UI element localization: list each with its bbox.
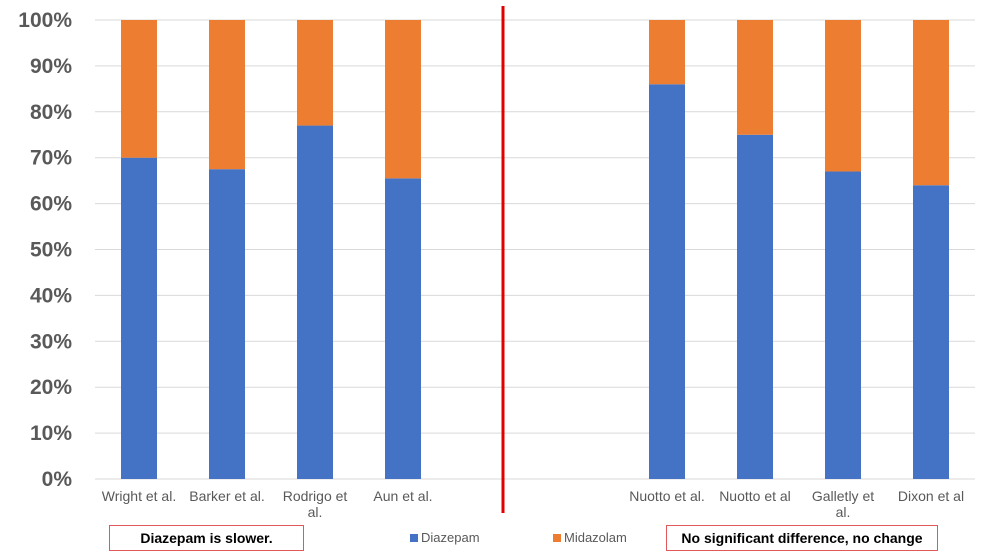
y-tick-label: 90% <box>30 55 72 78</box>
bar-diazepam <box>825 171 861 479</box>
bar-diazepam <box>737 134 773 479</box>
bar-midazolam <box>737 20 773 135</box>
x-tick-label: Wright et al. <box>102 488 176 504</box>
bar-diazepam <box>385 178 421 480</box>
note-diazepam-slower: Diazepam is slower. <box>109 525 304 551</box>
bar-midazolam <box>121 20 157 158</box>
note-no-significant-difference: No significant difference, no change <box>666 525 938 551</box>
y-tick-label: 80% <box>30 101 72 124</box>
x-tick-label: Galletly et <box>812 488 874 504</box>
y-tick-label: 100% <box>18 9 72 32</box>
y-tick-label: 0% <box>42 468 73 491</box>
y-tick-label: 10% <box>30 422 72 445</box>
x-tick-label: Aun et al. <box>373 488 432 504</box>
x-tick-label: al. <box>836 504 851 520</box>
legend-label-diazepam: Diazepam <box>421 530 480 545</box>
bar-diazepam <box>649 84 685 479</box>
legend-swatch-midazolam <box>553 534 561 542</box>
bar-midazolam <box>209 20 245 170</box>
bar-diazepam <box>297 125 333 479</box>
y-tick-label: 50% <box>30 239 72 262</box>
bar-midazolam <box>385 20 421 179</box>
x-tick-label: Dixon et al <box>898 488 964 504</box>
bar-midazolam <box>913 20 949 186</box>
y-tick-label: 70% <box>30 147 72 170</box>
bar-midazolam <box>649 20 685 85</box>
bar-diazepam <box>913 185 949 480</box>
legend-swatch-diazepam <box>410 534 418 542</box>
y-tick-label: 30% <box>30 330 72 353</box>
y-tick-label: 20% <box>30 376 72 399</box>
bar-diazepam <box>121 157 157 479</box>
bar-midazolam <box>297 20 333 126</box>
x-tick-label: Barker et al. <box>189 488 264 504</box>
x-tick-label: Nuotto et al. <box>629 488 705 504</box>
x-tick-label: Nuotto et al <box>719 488 791 504</box>
bar-midazolam <box>825 20 861 172</box>
x-tick-label: Rodrigo et <box>283 488 348 504</box>
legend-label-midazolam: Midazolam <box>564 530 627 545</box>
y-tick-label: 40% <box>30 284 72 307</box>
y-tick-label: 60% <box>30 193 72 216</box>
x-tick-label: al. <box>308 504 323 520</box>
bar-diazepam <box>209 169 245 480</box>
